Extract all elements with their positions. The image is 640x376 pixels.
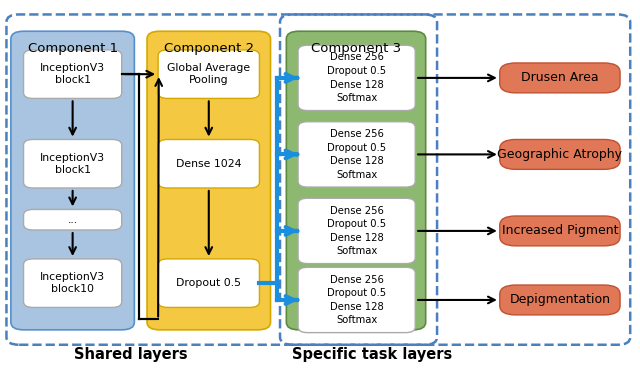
Text: Component 3: Component 3 — [311, 42, 401, 55]
Text: InceptionV3
block1: InceptionV3 block1 — [40, 64, 105, 85]
FancyBboxPatch shape — [158, 259, 259, 308]
Text: Component 2: Component 2 — [164, 42, 254, 55]
FancyBboxPatch shape — [11, 31, 134, 330]
Text: InceptionV3
block10: InceptionV3 block10 — [40, 272, 105, 294]
Text: Component 1: Component 1 — [28, 42, 118, 55]
Text: Global Average
Pooling: Global Average Pooling — [167, 64, 250, 85]
FancyBboxPatch shape — [298, 122, 415, 187]
Text: Dense 256
Dropout 0.5
Dense 128
Softmax: Dense 256 Dropout 0.5 Dense 128 Softmax — [327, 53, 386, 103]
Text: Drusen Area: Drusen Area — [521, 71, 599, 84]
FancyBboxPatch shape — [500, 139, 620, 169]
FancyBboxPatch shape — [147, 31, 271, 330]
Text: Dense 256
Dropout 0.5
Dense 128
Softmax: Dense 256 Dropout 0.5 Dense 128 Softmax — [327, 274, 386, 325]
FancyBboxPatch shape — [298, 45, 415, 111]
Text: Dropout 0.5: Dropout 0.5 — [176, 278, 241, 288]
FancyBboxPatch shape — [24, 50, 122, 99]
FancyBboxPatch shape — [24, 139, 122, 188]
Text: Shared layers: Shared layers — [74, 347, 188, 362]
Text: Dense 256
Dropout 0.5
Dense 128
Softmax: Dense 256 Dropout 0.5 Dense 128 Softmax — [327, 129, 386, 180]
FancyBboxPatch shape — [24, 259, 122, 308]
Text: Dense 256
Dropout 0.5
Dense 128
Softmax: Dense 256 Dropout 0.5 Dense 128 Softmax — [327, 206, 386, 256]
Text: Increased Pigment: Increased Pigment — [502, 224, 618, 237]
Text: Specific task layers: Specific task layers — [292, 347, 452, 362]
FancyBboxPatch shape — [500, 63, 620, 93]
Text: Dense 1024: Dense 1024 — [176, 159, 241, 169]
FancyBboxPatch shape — [500, 285, 620, 315]
FancyBboxPatch shape — [286, 31, 426, 330]
FancyBboxPatch shape — [158, 50, 259, 99]
Text: ...: ... — [68, 215, 77, 225]
FancyBboxPatch shape — [24, 209, 122, 230]
Text: InceptionV3
block1: InceptionV3 block1 — [40, 153, 105, 174]
Text: Geographic Atrophy: Geographic Atrophy — [497, 148, 623, 161]
Text: Depigmentation: Depigmentation — [509, 293, 611, 306]
FancyBboxPatch shape — [500, 216, 620, 246]
FancyBboxPatch shape — [298, 267, 415, 333]
FancyBboxPatch shape — [158, 139, 259, 188]
FancyBboxPatch shape — [298, 198, 415, 264]
